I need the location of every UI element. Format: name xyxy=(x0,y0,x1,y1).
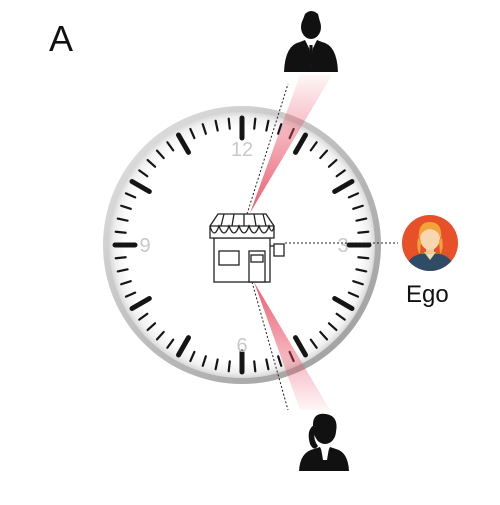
minute-tick xyxy=(327,158,338,168)
minute-tick xyxy=(319,149,329,160)
minute-tick xyxy=(355,268,368,273)
minute-tick xyxy=(120,204,132,210)
ego-label: Ego xyxy=(406,281,449,308)
minute-tick xyxy=(189,127,196,140)
numeral-9: 9 xyxy=(139,235,150,257)
minute-tick xyxy=(352,204,364,210)
minute-tick xyxy=(355,217,368,222)
ego-avatar xyxy=(402,215,458,271)
sight-line-top xyxy=(246,83,289,215)
minute-tick xyxy=(335,312,346,321)
hour-tick xyxy=(332,296,355,311)
minute-tick xyxy=(253,117,257,130)
minute-tick xyxy=(146,158,157,168)
minute-tick xyxy=(166,338,175,349)
minute-tick xyxy=(335,169,346,178)
minute-tick xyxy=(138,169,149,178)
numeral-6: 6 xyxy=(236,335,247,357)
minute-tick xyxy=(309,141,318,152)
numeral-3: 3 xyxy=(337,235,348,257)
minute-tick xyxy=(201,355,207,367)
minute-tick xyxy=(189,350,196,363)
hour-tick xyxy=(293,132,308,155)
clock-ticks xyxy=(112,115,372,375)
hour-tick xyxy=(129,296,152,311)
hour-tick xyxy=(332,179,355,194)
minute-tick xyxy=(227,360,231,373)
hour-tick xyxy=(129,179,152,194)
minute-tick xyxy=(227,117,231,130)
hour-tick xyxy=(176,335,191,358)
minute-tick xyxy=(357,256,370,260)
minute-tick xyxy=(120,280,132,286)
view-cone-top xyxy=(250,75,332,213)
minute-tick xyxy=(357,230,370,234)
storefront-icon xyxy=(209,213,285,283)
minute-tick xyxy=(124,291,137,298)
minute-tick xyxy=(265,358,270,371)
minute-tick xyxy=(352,280,364,286)
panel-label: A xyxy=(49,18,74,59)
minute-tick xyxy=(155,330,165,341)
minute-tick xyxy=(265,119,270,132)
minute-tick xyxy=(214,119,219,132)
minute-tick xyxy=(166,141,175,152)
minute-tick xyxy=(214,358,219,371)
minute-tick xyxy=(124,192,137,199)
minute-tick xyxy=(201,123,207,135)
numeral-12: 12 xyxy=(231,139,253,161)
minute-tick xyxy=(309,338,318,349)
minute-tick xyxy=(138,312,149,321)
minute-tick xyxy=(253,360,257,373)
minute-tick xyxy=(347,291,360,298)
minute-tick xyxy=(327,322,338,332)
minute-tick xyxy=(347,192,360,199)
minute-tick xyxy=(277,355,283,367)
businesswoman-icon xyxy=(299,413,349,471)
minute-tick xyxy=(114,230,127,234)
minute-tick xyxy=(146,322,157,332)
minute-tick xyxy=(155,149,165,160)
minute-tick xyxy=(319,330,329,341)
hour-tick xyxy=(293,335,308,358)
minute-tick xyxy=(116,217,129,222)
minute-tick xyxy=(116,268,129,273)
view-cone-bottom xyxy=(254,282,330,410)
clock-numerals: 12 3 6 9 xyxy=(139,139,348,357)
minute-tick xyxy=(114,256,127,260)
hour-tick xyxy=(176,132,191,155)
minute-tick xyxy=(277,123,283,135)
businessman-icon xyxy=(284,11,338,72)
